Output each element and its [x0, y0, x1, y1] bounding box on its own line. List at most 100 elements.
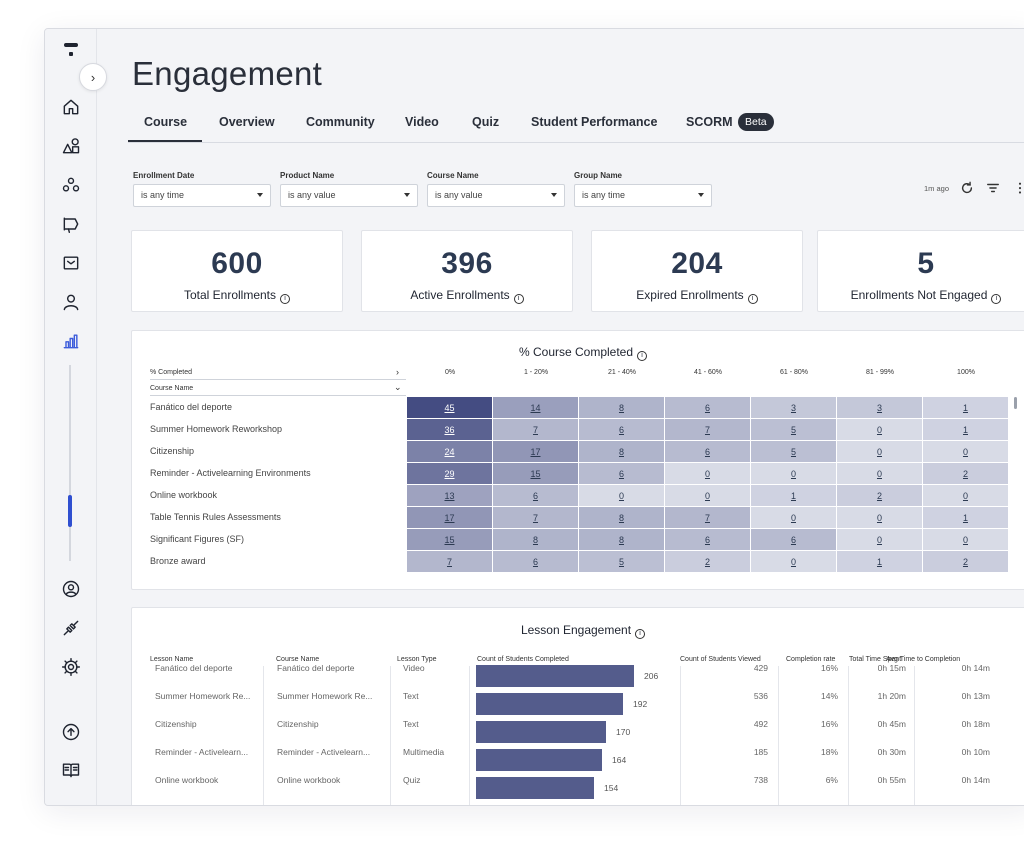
tab-scorm[interactable]: SCORM: [686, 115, 733, 129]
shapes-icon[interactable]: [59, 134, 83, 158]
community-icon[interactable]: [59, 173, 83, 197]
heatmap-cell[interactable]: 15: [493, 463, 578, 484]
heatmap-cell[interactable]: 5: [751, 441, 836, 462]
heatmap-cell[interactable]: 7: [665, 419, 750, 440]
heatmap-cell[interactable]: 29: [407, 463, 492, 484]
heatmap-cell[interactable]: 0: [923, 485, 1008, 506]
heatmap-cell[interactable]: 3: [751, 397, 836, 418]
heatmap-cell[interactable]: 0: [837, 463, 922, 484]
heatmap-cell[interactable]: 15: [407, 529, 492, 550]
account-icon[interactable]: [59, 577, 83, 601]
refresh-icon[interactable]: [960, 181, 974, 195]
plug-icon[interactable]: [59, 616, 83, 640]
info-icon[interactable]: i: [635, 629, 646, 639]
tab-community[interactable]: Community: [306, 115, 375, 129]
heatmap-scrollbar[interactable]: [1014, 397, 1017, 409]
inbox-icon[interactable]: [59, 251, 83, 275]
heatmap-cell[interactable]: 6: [665, 397, 750, 418]
heatmap-cell[interactable]: 1: [923, 419, 1008, 440]
heatmap-cell[interactable]: 7: [665, 507, 750, 528]
heatmap-cell[interactable]: 8: [493, 529, 578, 550]
heatmap-cell[interactable]: 2: [837, 485, 922, 506]
info-icon[interactable]: i: [747, 294, 758, 304]
heatmap-cell[interactable]: 6: [579, 419, 664, 440]
heatmap-cell[interactable]: 6: [751, 529, 836, 550]
heatmap-cell[interactable]: 6: [493, 551, 578, 572]
completed-bar[interactable]: [476, 749, 602, 771]
heatmap-cell[interactable]: 0: [665, 485, 750, 506]
heatmap-cell[interactable]: 3: [837, 397, 922, 418]
tab-overview[interactable]: Overview: [219, 115, 275, 129]
tab-quiz[interactable]: Quiz: [472, 115, 500, 129]
heatmap-cell[interactable]: 0: [923, 441, 1008, 462]
heatmap-cell[interactable]: 6: [579, 463, 664, 484]
filter-select[interactable]: is any value: [427, 184, 565, 207]
more-vertical-icon[interactable]: [1013, 181, 1024, 195]
heatmap-cell[interactable]: 17: [493, 441, 578, 462]
heatmap-cell[interactable]: 8: [579, 529, 664, 550]
collapse-sidebar-button[interactable]: ›: [79, 63, 107, 91]
heatmap-cell[interactable]: 0: [837, 507, 922, 528]
filter-select[interactable]: is any time: [133, 184, 271, 207]
info-icon[interactable]: i: [280, 294, 291, 304]
heatmap-cell[interactable]: 6: [493, 485, 578, 506]
heatmap-cell[interactable]: 0: [837, 529, 922, 550]
heatmap-cell[interactable]: 17: [407, 507, 492, 528]
heatmap-cell[interactable]: 0: [923, 529, 1008, 550]
heatmap-cell[interactable]: 1: [837, 551, 922, 572]
tab-course[interactable]: Course: [144, 115, 188, 129]
completed-bar[interactable]: [476, 777, 594, 799]
sidebar-scroll-thumb[interactable]: [68, 495, 72, 527]
completed-bar[interactable]: [476, 693, 623, 715]
heatmap-cell[interactable]: 8: [579, 441, 664, 462]
chevron-down-icon[interactable]: ⌄: [394, 382, 402, 392]
heatmap-cell[interactable]: 2: [665, 551, 750, 572]
gear-icon[interactable]: [59, 655, 83, 679]
megaphone-icon[interactable]: [59, 212, 83, 236]
heatmap-cell[interactable]: 1: [751, 485, 836, 506]
heatmap-cell[interactable]: 6: [665, 441, 750, 462]
heatmap-cell[interactable]: 36: [407, 419, 492, 440]
book-icon[interactable]: [59, 758, 83, 782]
filter-select[interactable]: is any time: [574, 184, 712, 207]
heatmap-cell[interactable]: 1: [923, 397, 1008, 418]
completed-bar[interactable]: [476, 665, 634, 687]
home-icon[interactable]: [59, 95, 83, 119]
heatmap-cell[interactable]: 7: [407, 551, 492, 572]
completed-bar[interactable]: [476, 721, 606, 743]
info-icon[interactable]: i: [513, 294, 524, 304]
info-icon[interactable]: i: [991, 294, 1002, 304]
heatmap-cell[interactable]: 7: [493, 419, 578, 440]
heatmap-cell[interactable]: 0: [751, 507, 836, 528]
heatmap-cell[interactable]: 5: [579, 551, 664, 572]
heatmap-cell[interactable]: 7: [493, 507, 578, 528]
tab-student-performance[interactable]: Student Performance: [531, 115, 658, 129]
sidebar-scroll-track[interactable]: [69, 365, 71, 561]
heatmap-cell[interactable]: 13: [407, 485, 492, 506]
info-icon[interactable]: i: [637, 351, 648, 361]
heatmap-cell[interactable]: 2: [923, 551, 1008, 572]
heatmap-cell[interactable]: 0: [837, 419, 922, 440]
heatmap-cell[interactable]: 5: [751, 419, 836, 440]
heatmap-cell[interactable]: 8: [579, 507, 664, 528]
heatmap-cell[interactable]: 1: [923, 507, 1008, 528]
chevron-right-icon[interactable]: ›: [396, 367, 399, 377]
tab-video[interactable]: Video: [405, 115, 439, 129]
heatmap-cell[interactable]: 0: [665, 463, 750, 484]
upload-icon[interactable]: [59, 720, 83, 744]
analytics-icon[interactable]: [59, 329, 83, 353]
heatmap-cell[interactable]: 14: [493, 397, 578, 418]
heatmap-cell[interactable]: 0: [751, 463, 836, 484]
heatmap-cell[interactable]: 6: [665, 529, 750, 550]
logo[interactable]: [64, 41, 78, 61]
heatmap-cell[interactable]: 0: [837, 441, 922, 462]
user-icon[interactable]: [59, 290, 83, 314]
heatmap-cell[interactable]: 24: [407, 441, 492, 462]
filter-icon[interactable]: [986, 181, 1000, 195]
heatmap-cell[interactable]: 2: [923, 463, 1008, 484]
heatmap-cell[interactable]: 0: [751, 551, 836, 572]
heatmap-cell[interactable]: 0: [579, 485, 664, 506]
heatmap-cell[interactable]: 45: [407, 397, 492, 418]
heatmap-cell[interactable]: 8: [579, 397, 664, 418]
filter-select[interactable]: is any value: [280, 184, 418, 207]
